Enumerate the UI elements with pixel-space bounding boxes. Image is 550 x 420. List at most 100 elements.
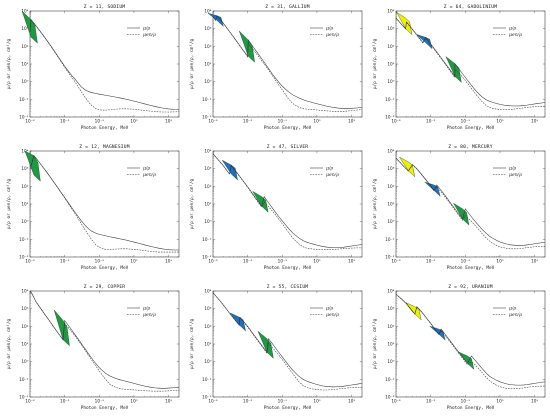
series-line-mu bbox=[395, 293, 546, 386]
plot-frame bbox=[29, 10, 180, 118]
y-tick-label: 10⁴ bbox=[21, 9, 28, 14]
y-tick-label: 10² bbox=[387, 44, 394, 49]
series-line-muen bbox=[395, 157, 546, 250]
plot-frame bbox=[395, 150, 546, 258]
x-tick-label: 10⁻¹ bbox=[461, 259, 471, 264]
absorption-edge-wedge bbox=[405, 302, 422, 321]
x-axis-label: Photon Energy, MeV bbox=[447, 125, 495, 131]
legend-label: μ/ρ bbox=[326, 26, 334, 32]
y-tick-label: 10¹ bbox=[204, 62, 211, 67]
legend-label: μ/ρ bbox=[509, 166, 517, 172]
x-tick-label: 10⁻² bbox=[60, 119, 70, 124]
series-line-muen bbox=[29, 155, 179, 253]
absorption-edge-wedge bbox=[24, 150, 41, 182]
chart-title: Z = 11, SODIUM bbox=[84, 4, 126, 10]
series-line-muen bbox=[212, 292, 362, 391]
y-tick-label: 10⁰ bbox=[21, 79, 28, 84]
chart-panel: Z = 55, CESIUM 10⁻³ 10⁻² 10⁻¹ 10⁰ 10¹ 10⁻² 10⁻¹… bbox=[184, 280, 367, 420]
legend-label: μ/ρ bbox=[143, 166, 151, 172]
y-tick-label: 10⁻¹ bbox=[19, 377, 29, 382]
y-tick-label: 10¹ bbox=[21, 62, 28, 67]
y-tick-label: 10² bbox=[21, 44, 28, 49]
legend-label: μ/ρ bbox=[326, 306, 334, 312]
x-tick-label: 10¹ bbox=[348, 259, 355, 264]
y-tick-label: 10⁰ bbox=[204, 219, 211, 224]
x-tick-label: 10⁰ bbox=[496, 259, 503, 264]
absorption-edge-wedge bbox=[257, 331, 274, 359]
absorption-edge-wedge bbox=[239, 30, 255, 63]
x-tick-label: 10¹ bbox=[348, 399, 355, 404]
x-axis-label: Photon Energy, MeV bbox=[447, 265, 495, 271]
x-tick-label: 10⁻² bbox=[426, 119, 436, 124]
plot-frame bbox=[212, 290, 363, 398]
x-tick-label: 10⁰ bbox=[496, 399, 503, 404]
legend-label: μen/ρ bbox=[509, 32, 522, 38]
y-tick-label: 10⁴ bbox=[204, 289, 211, 294]
y-tick-label: 10⁰ bbox=[21, 359, 28, 364]
x-tick-label: 10⁰ bbox=[130, 119, 137, 124]
chart-title: Z = 80, MERCURY bbox=[448, 144, 493, 150]
y-tick-label: 10⁴ bbox=[387, 289, 394, 294]
series-line-mu bbox=[395, 157, 546, 246]
x-tick-label: 10⁰ bbox=[130, 399, 137, 404]
y-axis-label: μ/ρ or μen/ρ, cm²/g bbox=[6, 319, 12, 370]
y-tick-label: 10⁴ bbox=[21, 289, 28, 294]
y-tick-label: 10⁻¹ bbox=[19, 237, 29, 242]
y-tick-label: 10¹ bbox=[21, 342, 28, 347]
y-tick-label: 10⁻¹ bbox=[202, 97, 212, 102]
absorption-edge-wedge bbox=[53, 309, 70, 347]
y-tick-label: 10⁴ bbox=[387, 9, 394, 14]
absorption-edge-wedge bbox=[21, 10, 38, 44]
y-tick-label: 10⁰ bbox=[387, 359, 394, 364]
series-line-muen bbox=[212, 153, 362, 250]
chart-panel: Z = 12, MAGNESIUM 10⁻³ 10⁻² 10⁻¹ 10⁰ 10¹ 10⁻² 1… bbox=[1, 140, 184, 280]
x-tick-label: 10¹ bbox=[531, 119, 538, 124]
legend-label: μen/ρ bbox=[143, 172, 156, 178]
y-tick-label: 10⁻¹ bbox=[385, 237, 395, 242]
x-axis-label: Photon Energy, MeV bbox=[447, 405, 495, 411]
chart-panel: Z = 80, MERCURY 10⁻³ 10⁻² 10⁻¹ 10⁰ 10¹ 10⁻² 10⁻… bbox=[367, 140, 550, 280]
y-axis-label: μ/ρ or μen/ρ, cm²/g bbox=[372, 39, 378, 90]
legend-label: μ/ρ bbox=[326, 166, 334, 172]
legend-label: μen/ρ bbox=[326, 32, 339, 38]
x-tick-label: 10⁻² bbox=[243, 259, 253, 264]
y-axis-label: μ/ρ or μen/ρ, cm²/g bbox=[6, 179, 12, 230]
x-tick-label: 10¹ bbox=[348, 119, 355, 124]
series-line-muen bbox=[395, 17, 545, 110]
x-tick-label: 10⁻¹ bbox=[278, 119, 288, 124]
chart-panel: Z = 11, SODIUM 10⁻³ 10⁻² 10⁻¹ 10⁰ 10¹ 10⁻² 10⁻¹… bbox=[1, 0, 184, 140]
plot-frame bbox=[29, 290, 180, 398]
y-tick-label: 10³ bbox=[21, 26, 28, 31]
chart-title: Z = 92, URANIUM bbox=[448, 284, 493, 290]
y-tick-label: 10¹ bbox=[387, 62, 394, 67]
absorption-edge-wedge bbox=[252, 191, 269, 213]
chart-title: Z = 55, CESIUM bbox=[267, 284, 309, 290]
y-axis-label: μ/ρ or μen/ρ, cm²/g bbox=[189, 39, 195, 90]
y-tick-label: 10³ bbox=[204, 166, 211, 171]
x-tick-label: 10⁻¹ bbox=[278, 259, 288, 264]
x-tick-label: 10⁻¹ bbox=[461, 119, 471, 124]
absorption-edge-wedge bbox=[416, 34, 433, 50]
chart-title: Z = 47, SILVER bbox=[267, 144, 309, 150]
y-tick-label: 10⁻² bbox=[385, 115, 395, 120]
y-tick-label: 10¹ bbox=[387, 202, 394, 207]
y-tick-label: 10² bbox=[204, 184, 211, 189]
x-tick-label: 10⁻³ bbox=[25, 259, 35, 264]
x-tick-label: 10⁻³ bbox=[208, 119, 218, 124]
x-tick-label: 10⁻¹ bbox=[95, 399, 105, 404]
x-tick-label: 10⁰ bbox=[313, 399, 320, 404]
x-tick-label: 10⁻³ bbox=[391, 119, 401, 124]
y-tick-label: 10¹ bbox=[21, 202, 28, 207]
y-axis-label: μ/ρ or μen/ρ, cm²/g bbox=[6, 39, 12, 90]
legend-label: μen/ρ bbox=[326, 172, 339, 178]
x-tick-label: 10⁻² bbox=[60, 259, 70, 264]
y-tick-label: 10² bbox=[204, 44, 211, 49]
y-tick-label: 10³ bbox=[387, 166, 394, 171]
x-tick-label: 10⁻¹ bbox=[461, 399, 471, 404]
series-line-muen bbox=[395, 294, 546, 390]
series-line-muen bbox=[29, 290, 180, 392]
